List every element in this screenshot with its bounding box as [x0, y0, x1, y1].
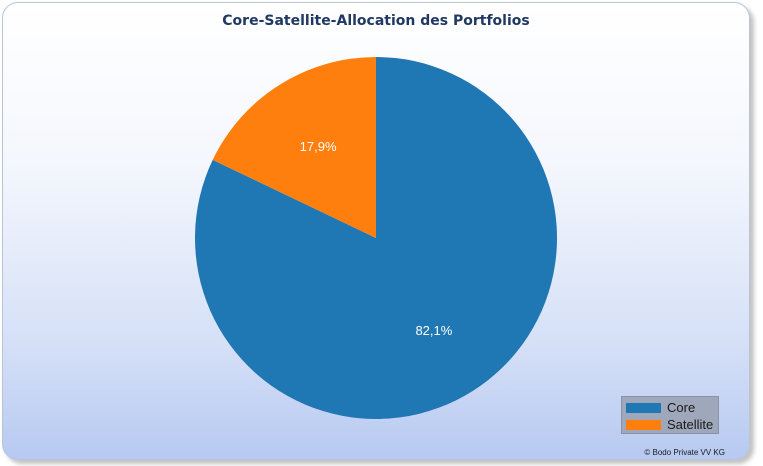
- copyright-note: © Bodo Private VV KG: [644, 448, 725, 457]
- legend: Core Satellite: [621, 396, 719, 434]
- pie-chart: 82,1% 17,9%: [194, 57, 558, 419]
- chart-title: Core-Satellite-Allocation des Portfolios: [222, 13, 530, 29]
- chart-frame: Core-Satellite-Allocation des Portfolios…: [2, 2, 750, 460]
- legend-swatch-satellite: [626, 419, 661, 430]
- legend-label-satellite: Satellite: [667, 417, 714, 432]
- legend-label-core: Core: [667, 400, 696, 415]
- pie-slice-satellite: [212, 57, 376, 238]
- legend-item-satellite: Satellite: [626, 416, 718, 433]
- data-label-core: 82,1%: [415, 323, 452, 338]
- data-label-satellite: 17,9%: [300, 139, 337, 154]
- legend-item-core: Core: [626, 399, 718, 416]
- legend-swatch-core: [626, 402, 661, 413]
